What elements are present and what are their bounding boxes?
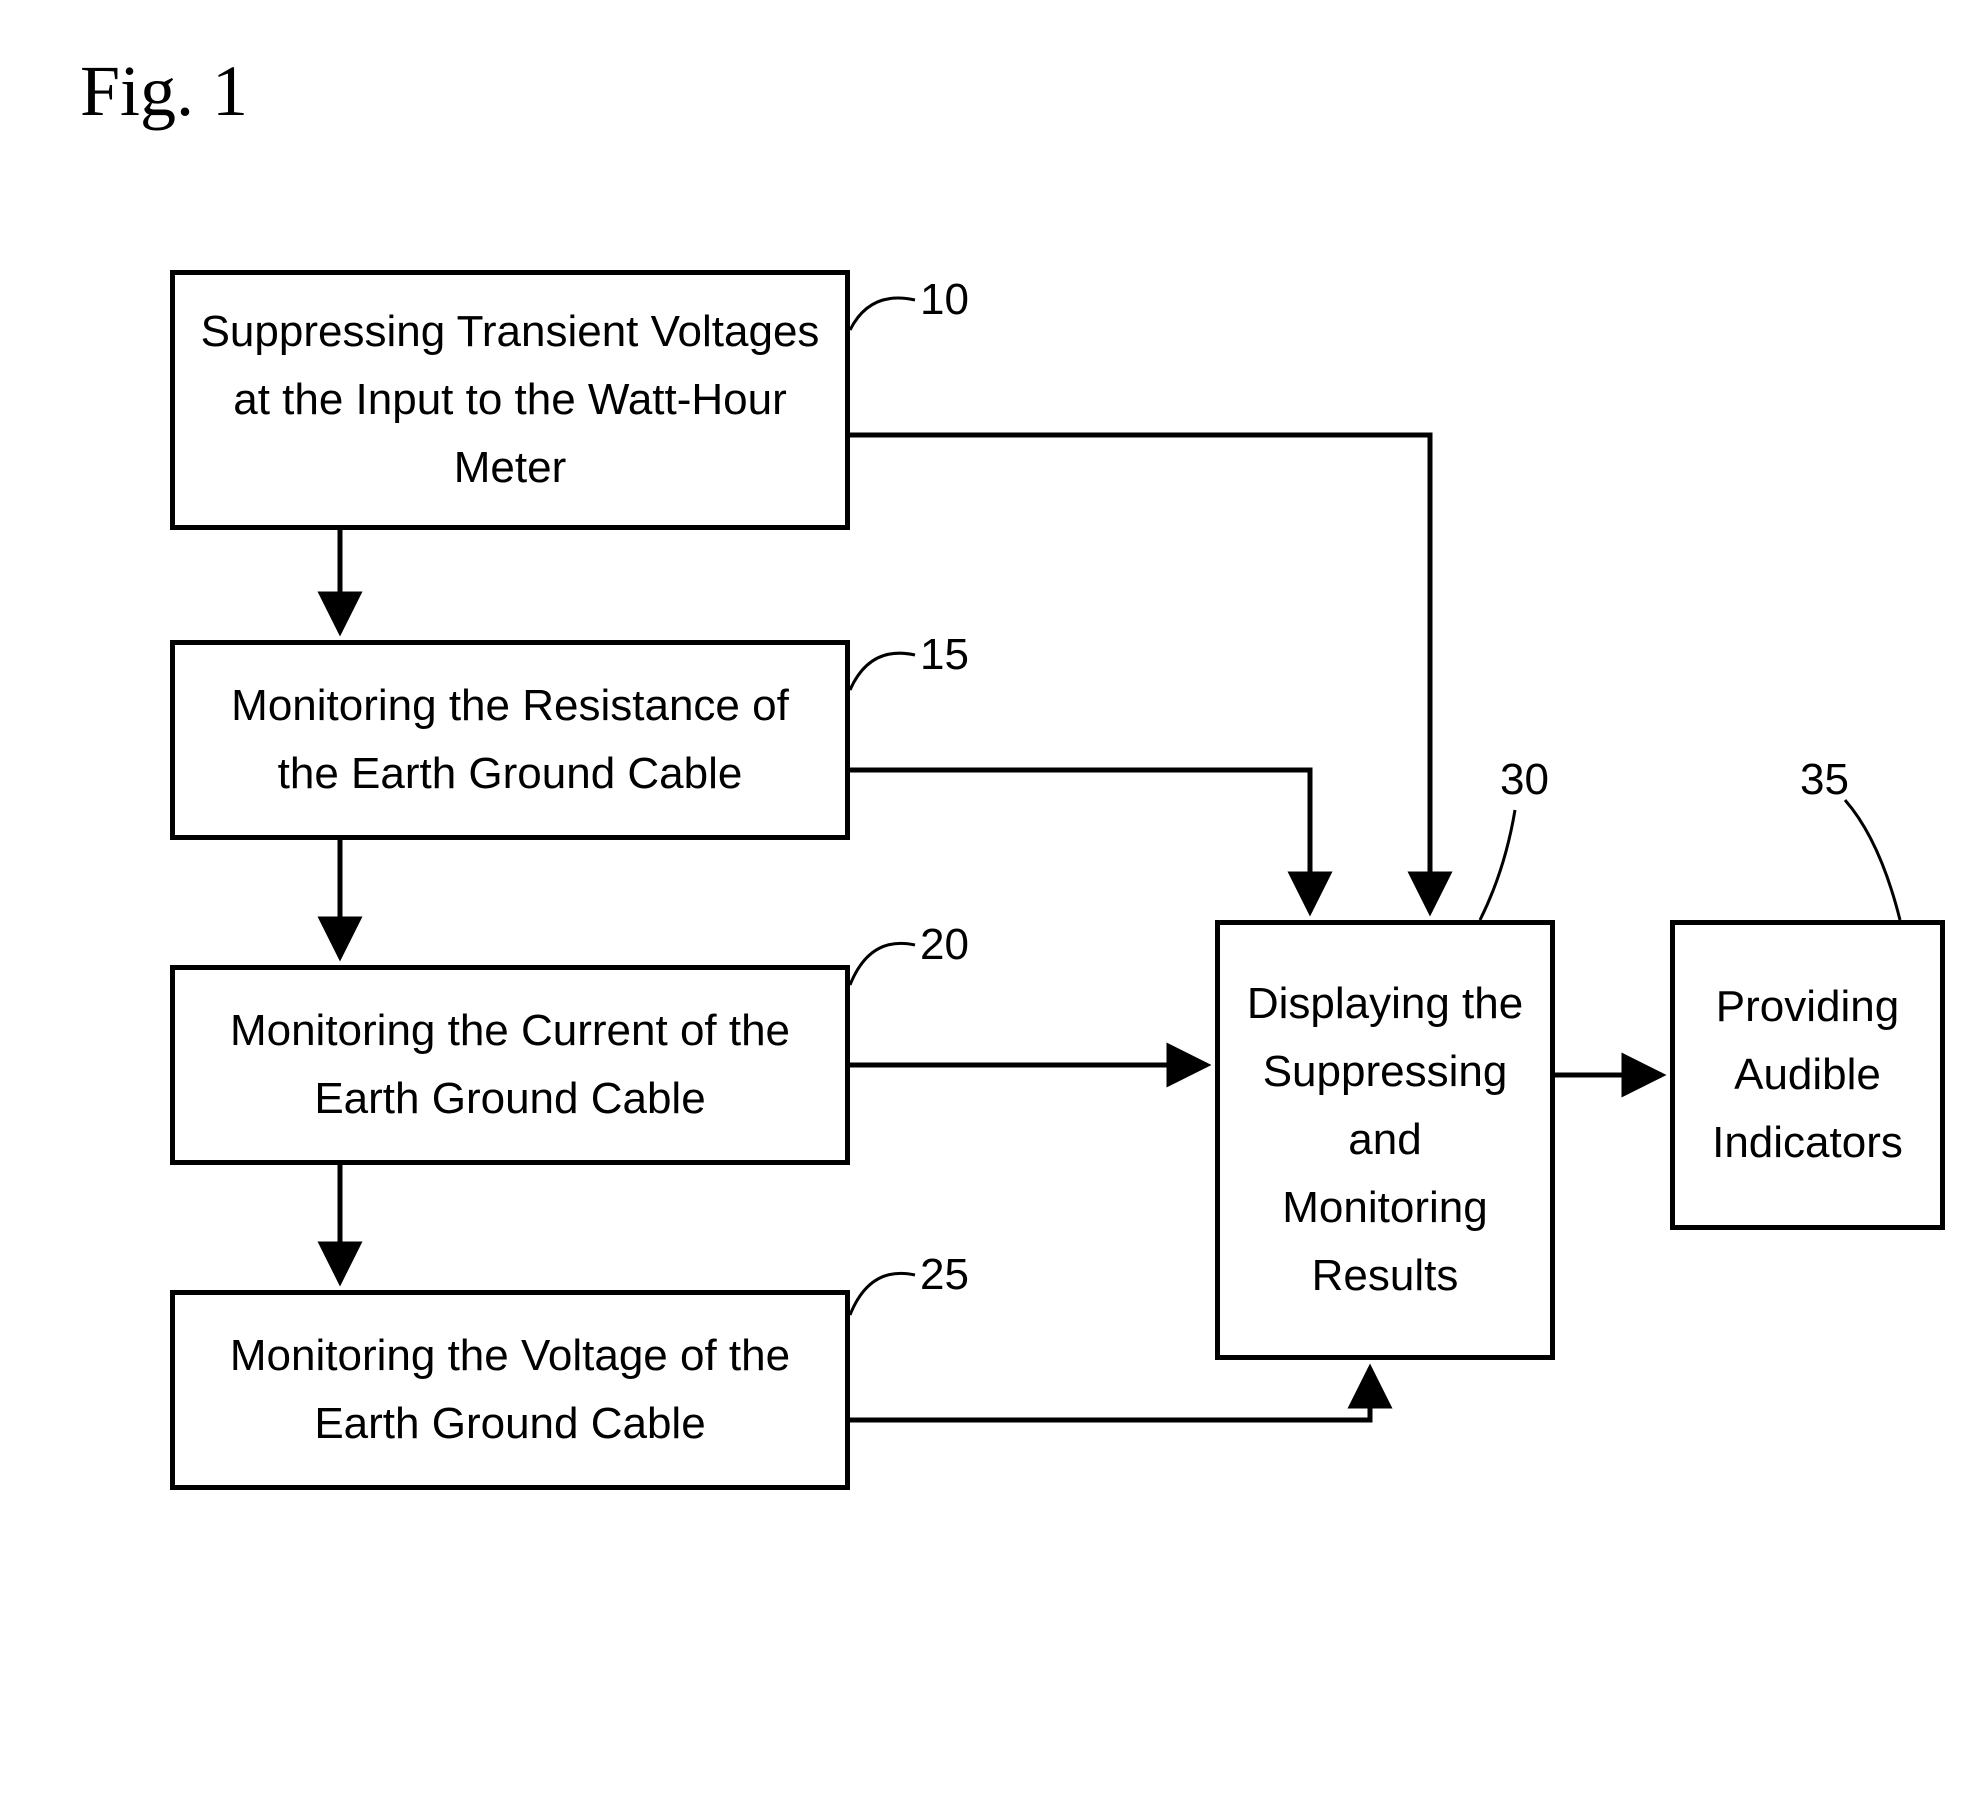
node-suppress-transients: Suppressing Transient Voltages at the In…	[170, 270, 850, 530]
node-monitor-voltage: Monitoring the Voltage of the Earth Grou…	[170, 1290, 850, 1490]
diagram-canvas: Fig. 1 Suppressing Transient Voltages at…	[0, 0, 1985, 1805]
ref-label-35: 35	[1800, 755, 1849, 805]
node-monitor-current: Monitoring the Current of the Earth Grou…	[170, 965, 850, 1165]
node-audible-indicators: Providing Audible Indicators	[1670, 920, 1945, 1230]
ref-label-20: 20	[920, 920, 969, 970]
leader-10	[850, 298, 915, 330]
leader-25	[850, 1273, 915, 1315]
leader-35	[1845, 800, 1900, 920]
leader-15	[850, 653, 915, 690]
edge-15-to-30	[850, 770, 1310, 912]
leader-20	[850, 943, 915, 985]
leader-30	[1480, 810, 1515, 920]
ref-label-15: 15	[920, 630, 969, 680]
edge-25-to-30	[850, 1368, 1370, 1420]
ref-label-25: 25	[920, 1250, 969, 1300]
figure-title: Fig. 1	[80, 50, 248, 133]
node-monitor-resistance: Monitoring the Resistance of the Earth G…	[170, 640, 850, 840]
node-display-results: Displaying the Suppressing and Monitorin…	[1215, 920, 1555, 1360]
ref-label-10: 10	[920, 275, 969, 325]
ref-label-30: 30	[1500, 755, 1549, 805]
